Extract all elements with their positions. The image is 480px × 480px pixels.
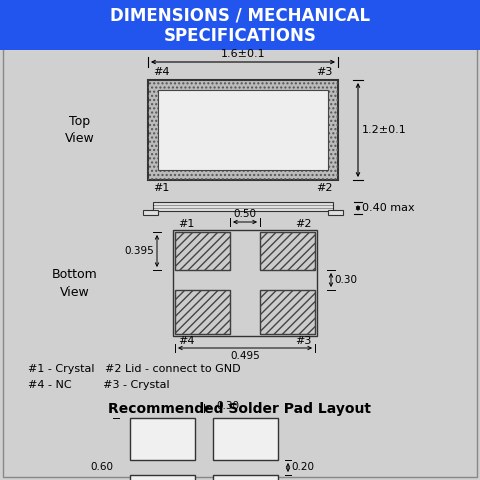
Text: 0.50: 0.50 bbox=[233, 209, 256, 219]
Text: #4: #4 bbox=[178, 336, 194, 346]
Bar bbox=[328, 210, 343, 215]
Bar bbox=[173, 230, 317, 336]
Bar bbox=[175, 232, 230, 270]
Text: Top
View: Top View bbox=[65, 115, 95, 145]
Text: Recommended Solder Pad Layout: Recommended Solder Pad Layout bbox=[108, 402, 372, 416]
Text: #1: #1 bbox=[153, 183, 169, 193]
Text: SPECIFICATIONS: SPECIFICATIONS bbox=[164, 27, 316, 45]
Bar bbox=[260, 290, 315, 334]
Bar bbox=[0, 0, 480, 50]
Bar bbox=[148, 80, 338, 180]
Bar bbox=[213, 475, 278, 480]
Text: #4: #4 bbox=[153, 67, 169, 77]
Text: 0.495: 0.495 bbox=[230, 351, 260, 361]
Text: 0.30: 0.30 bbox=[216, 401, 239, 411]
Bar bbox=[260, 290, 315, 334]
Text: 1.2±0.1: 1.2±0.1 bbox=[362, 125, 407, 135]
Bar bbox=[143, 210, 158, 215]
Bar bbox=[175, 290, 230, 334]
Text: #4 - NC         #3 - Crystal: #4 - NC #3 - Crystal bbox=[28, 380, 169, 390]
Text: #2: #2 bbox=[296, 219, 312, 229]
Text: #3: #3 bbox=[317, 67, 333, 77]
Text: Bottom
View: Bottom View bbox=[52, 267, 98, 299]
Bar bbox=[130, 475, 195, 480]
Bar bbox=[175, 232, 230, 270]
Text: 0.30: 0.30 bbox=[334, 275, 357, 285]
Text: #3: #3 bbox=[296, 336, 312, 346]
Text: #1 - Crystal   #2 Lid - connect to GND: #1 - Crystal #2 Lid - connect to GND bbox=[28, 364, 240, 374]
Bar bbox=[213, 418, 278, 460]
Text: DIMENSIONS / MECHANICAL: DIMENSIONS / MECHANICAL bbox=[110, 7, 370, 25]
Text: 0.40 max: 0.40 max bbox=[362, 203, 415, 213]
Bar bbox=[175, 290, 230, 334]
Bar bbox=[260, 232, 315, 270]
Text: #1: #1 bbox=[178, 219, 194, 229]
Bar bbox=[158, 90, 328, 170]
Text: #2: #2 bbox=[316, 183, 333, 193]
Text: 0.395: 0.395 bbox=[124, 246, 154, 256]
Text: 0.60: 0.60 bbox=[90, 463, 113, 472]
Bar bbox=[153, 202, 333, 211]
Text: 0.20: 0.20 bbox=[291, 463, 314, 472]
Bar bbox=[130, 418, 195, 460]
Text: 1.6±0.1: 1.6±0.1 bbox=[221, 49, 265, 59]
Bar bbox=[260, 232, 315, 270]
Bar bbox=[148, 80, 338, 180]
